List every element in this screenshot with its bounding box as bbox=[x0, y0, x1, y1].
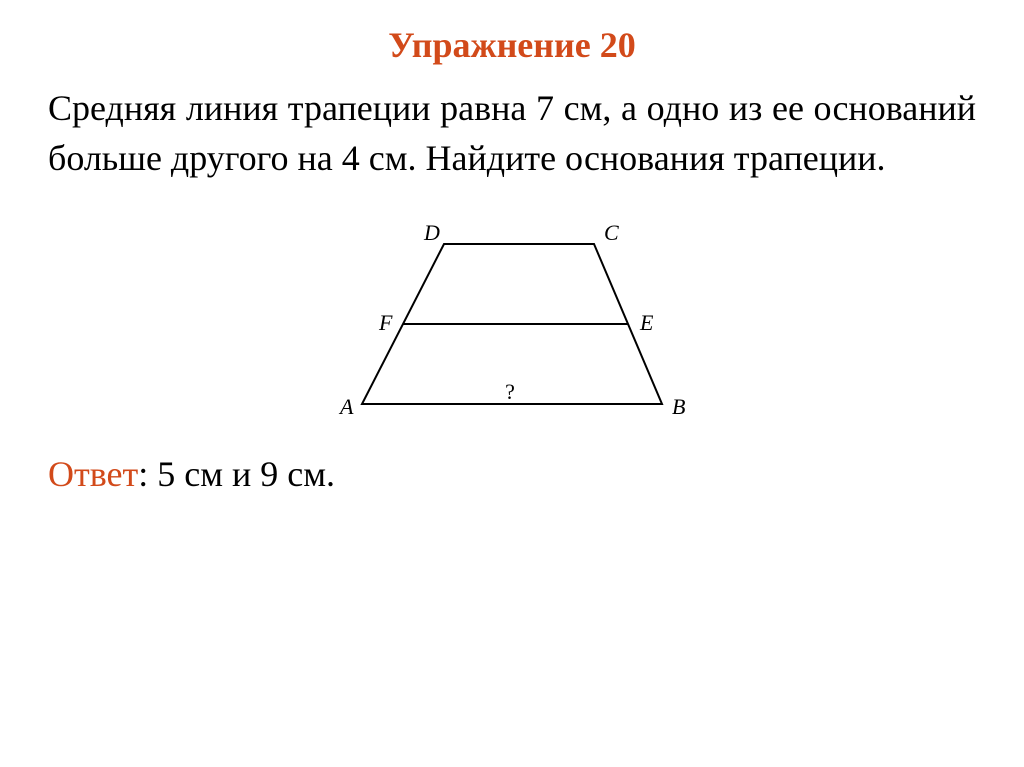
trapezoid-diagram: A B C D F E? bbox=[332, 209, 692, 439]
slide: Упражнение 20 Средняя линия трапеции рав… bbox=[0, 0, 1024, 767]
answer-label: Ответ bbox=[48, 454, 138, 494]
answer-value: : 5 см и 9 см. bbox=[138, 454, 335, 494]
vertex-label-A: A bbox=[338, 394, 354, 419]
exercise-title: Упражнение 20 bbox=[48, 24, 976, 66]
unknown-length-mark: ? bbox=[505, 379, 515, 404]
vertex-label-E: E bbox=[639, 310, 654, 335]
vertex-label-F: F bbox=[378, 310, 393, 335]
answer-line: Ответ: 5 см и 9 см. bbox=[48, 453, 976, 495]
vertex-label-D: D bbox=[423, 220, 440, 245]
figure-container: A B C D F E? bbox=[48, 209, 976, 439]
vertex-label-B: B bbox=[672, 394, 685, 419]
problem-statement: Средняя линия трапеции равна 7 см, а одн… bbox=[48, 84, 976, 183]
vertex-label-C: C bbox=[604, 220, 619, 245]
